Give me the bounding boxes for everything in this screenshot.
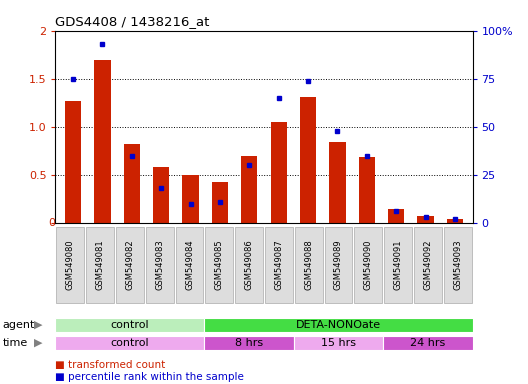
Bar [300,97,316,223]
Text: GDS4408 / 1438216_at: GDS4408 / 1438216_at [55,15,210,28]
Text: GSM549087: GSM549087 [275,240,284,290]
Text: ▶: ▶ [34,338,43,348]
Bar [55,336,204,350]
Bar [55,318,204,332]
Bar [294,336,383,350]
Text: 0: 0 [48,218,55,228]
Text: 8 hrs: 8 hrs [235,338,263,348]
Text: GSM549085: GSM549085 [215,240,224,290]
Bar [183,175,199,223]
Text: GSM549082: GSM549082 [126,240,135,290]
Bar [204,318,473,332]
Bar [241,157,257,223]
Bar [271,122,287,223]
Text: GSM549093: GSM549093 [453,240,462,290]
Text: 15 hrs: 15 hrs [321,338,356,348]
Text: GSM549091: GSM549091 [393,240,402,290]
Bar [124,144,140,223]
Text: ■ transformed count: ■ transformed count [55,360,166,370]
Text: GSM549086: GSM549086 [244,240,253,290]
Text: GSM549092: GSM549092 [423,240,432,290]
Bar [204,336,294,350]
Text: GSM549089: GSM549089 [334,240,343,290]
Text: agent: agent [3,320,35,330]
Text: 24 hrs: 24 hrs [410,338,446,348]
Text: control: control [110,338,149,348]
Bar [418,216,433,223]
Bar [329,142,345,223]
Text: GSM549090: GSM549090 [364,240,373,290]
Text: GSM549084: GSM549084 [185,240,194,290]
Text: GSM549088: GSM549088 [304,240,313,290]
Bar [388,209,404,223]
Bar [212,182,228,223]
Bar [383,336,473,350]
Text: ■ percentile rank within the sample: ■ percentile rank within the sample [55,372,244,382]
Text: GSM549080: GSM549080 [66,240,75,290]
Text: time: time [3,338,28,348]
Bar [359,157,375,223]
Text: GSM549081: GSM549081 [96,240,105,290]
Bar [95,60,110,223]
Text: DETA-NONOate: DETA-NONOate [296,320,381,330]
Text: ▶: ▶ [34,320,43,330]
Bar [65,101,81,223]
Bar [447,219,463,223]
Bar [153,167,169,223]
Text: GSM549083: GSM549083 [155,240,164,290]
Text: control: control [110,320,149,330]
